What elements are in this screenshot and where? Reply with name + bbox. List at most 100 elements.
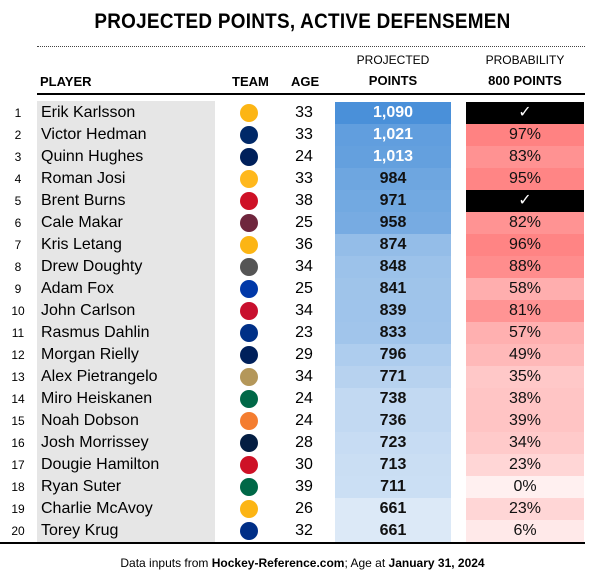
- rank: 5: [14, 194, 22, 208]
- age: 25: [295, 280, 313, 297]
- probability-800: 23%: [466, 498, 584, 520]
- age: 32: [295, 522, 313, 539]
- table-row: 16 Josh Morrissey 28 723 34%: [0, 432, 605, 454]
- golden-knights-logo-icon: [240, 368, 258, 386]
- projected-points: 1,021: [335, 124, 451, 146]
- penguins-logo-icon: [240, 104, 258, 122]
- age: 33: [295, 126, 313, 143]
- probability-800: 49%: [466, 344, 584, 366]
- table-row: 18 Ryan Suter 39 711 0%: [0, 476, 605, 498]
- player-name: Alex Pietrangelo: [41, 368, 158, 385]
- projected-points: 713: [335, 454, 451, 476]
- islanders-logo-icon: [240, 412, 258, 430]
- player-name: Quinn Hughes: [41, 148, 144, 165]
- table-row: 8 Drew Doughty 34 848 88%: [0, 256, 605, 278]
- header-points: POINTS: [368, 73, 418, 88]
- player-name: Rasmus Dahlin: [41, 324, 150, 341]
- projected-points: 1,013: [335, 146, 451, 168]
- age: 36: [295, 236, 313, 253]
- capitals-logo-icon: [240, 302, 258, 320]
- probability-800: 39%: [466, 410, 584, 432]
- header-projected: PROJECTED: [356, 53, 430, 67]
- predators-logo-icon: [240, 170, 258, 188]
- player-name: Charlie McAvoy: [41, 500, 153, 517]
- player-name: Victor Hedman: [41, 126, 147, 143]
- projected-points: 796: [335, 344, 451, 366]
- projected-points: 661: [335, 520, 451, 542]
- title-divider: [37, 46, 585, 47]
- age: 25: [295, 214, 313, 231]
- projected-points: 736: [335, 410, 451, 432]
- age: 30: [295, 456, 313, 473]
- projected-points: 984: [335, 168, 451, 190]
- blues-logo-icon: [240, 522, 258, 540]
- rank: 8: [14, 260, 22, 274]
- player-name: John Carlson: [41, 302, 136, 319]
- rank: 18: [11, 480, 25, 494]
- rank: 14: [11, 392, 25, 406]
- kings-logo-icon: [240, 258, 258, 276]
- table-row: 1 Erik Karlsson 33 1,090 ✓: [0, 102, 605, 124]
- age: 26: [295, 500, 313, 517]
- player-name: Cale Makar: [41, 214, 123, 231]
- rank: 2: [14, 128, 22, 142]
- probability-800: 96%: [466, 234, 584, 256]
- rank: 6: [14, 216, 22, 230]
- player-name: Erik Karlsson: [41, 104, 136, 121]
- lightning-logo-icon: [240, 126, 258, 144]
- projected-points: 874: [335, 234, 451, 256]
- footer-note: Data inputs from Hockey-Reference.com; A…: [0, 556, 605, 570]
- projected-points: 971: [335, 190, 451, 212]
- probability-800: ✓: [466, 102, 584, 124]
- probability-800: ✓: [466, 190, 584, 212]
- stars-logo-icon: [240, 390, 258, 408]
- header-player: PLAYER: [40, 74, 92, 89]
- rangers-logo-icon: [240, 280, 258, 298]
- canucks-logo-icon: [240, 148, 258, 166]
- header-probability: PROBABILITY: [485, 53, 565, 67]
- rank: 16: [11, 436, 25, 450]
- probability-800: 82%: [466, 212, 584, 234]
- table-row: 2 Victor Hedman 33 1,021 97%: [0, 124, 605, 146]
- probability-800: 6%: [466, 520, 584, 542]
- player-name: Kris Letang: [41, 236, 122, 253]
- table-bottom-rule: [0, 542, 585, 544]
- age: 29: [295, 346, 313, 363]
- jets-logo-icon: [240, 434, 258, 452]
- sabres-logo-icon: [240, 324, 258, 342]
- projected-points: 661: [335, 498, 451, 520]
- player-name: Brent Burns: [41, 192, 126, 209]
- table-row: 6 Cale Makar 25 958 82%: [0, 212, 605, 234]
- table-row: 10 John Carlson 34 839 81%: [0, 300, 605, 322]
- projected-points: 958: [335, 212, 451, 234]
- probability-800: 97%: [466, 124, 584, 146]
- probability-800: 38%: [466, 388, 584, 410]
- rank: 7: [14, 238, 22, 252]
- footer-source: Hockey-Reference.com: [211, 556, 345, 570]
- footer-date: January 31, 2024: [388, 556, 485, 570]
- player-name: Adam Fox: [41, 280, 114, 297]
- table-row: 11 Rasmus Dahlin 23 833 57%: [0, 322, 605, 344]
- hurricanes-logo-icon: [240, 192, 258, 210]
- probability-800: 83%: [466, 146, 584, 168]
- age: 34: [295, 302, 313, 319]
- devils-logo-icon: [240, 456, 258, 474]
- age: 24: [295, 412, 313, 429]
- stars-logo-icon: [240, 478, 258, 496]
- rank: 10: [11, 304, 25, 318]
- age: 39: [295, 478, 313, 495]
- chart-title: PROJECTED POINTS, ACTIVE DEFENSEMEN: [94, 10, 511, 33]
- header-age: AGE: [291, 74, 320, 89]
- age: 33: [295, 104, 313, 121]
- age: 34: [295, 368, 313, 385]
- player-name: Dougie Hamilton: [41, 456, 160, 473]
- footer-text: ; Age at: [344, 556, 389, 570]
- player-name: Josh Morrissey: [41, 434, 149, 451]
- rank: 11: [11, 326, 25, 340]
- maple-leafs-logo-icon: [240, 346, 258, 364]
- table-row: 12 Morgan Rielly 29 796 49%: [0, 344, 605, 366]
- player-name: Torey Krug: [41, 522, 119, 539]
- header-team: TEAM: [232, 74, 269, 89]
- age: 34: [295, 258, 313, 275]
